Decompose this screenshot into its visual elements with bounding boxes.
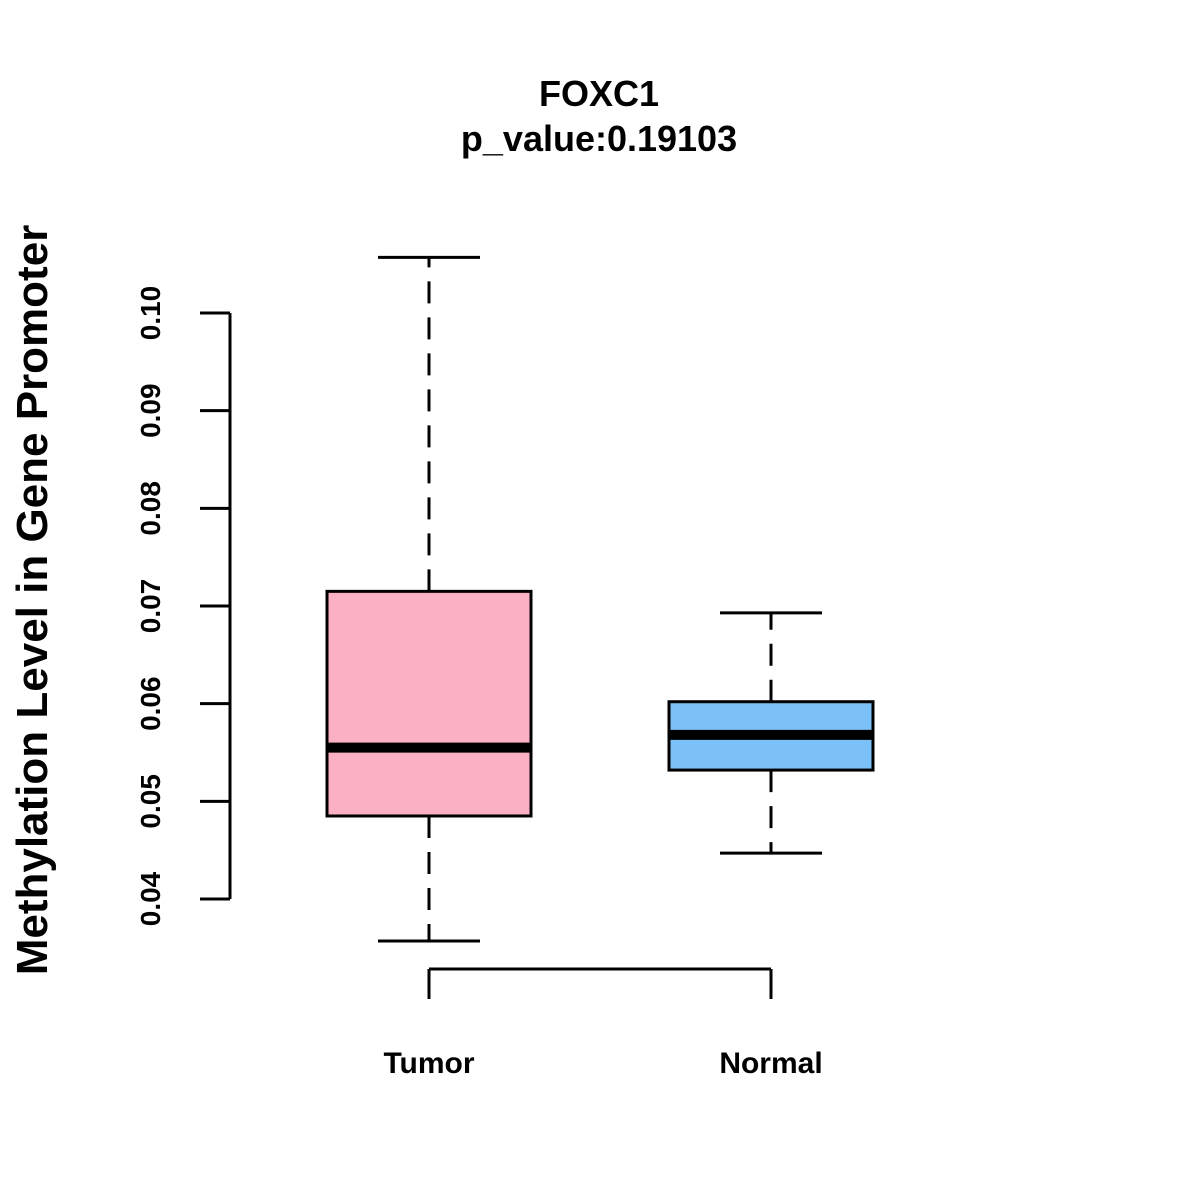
y-tick-label: 0.10 bbox=[135, 286, 166, 341]
y-tick-label: 0.07 bbox=[135, 579, 166, 634]
y-axis: 0.04 0.05 0.06 0.07 0.08 0.09 0.10 bbox=[135, 286, 232, 926]
chart-subtitle: p_value:0.19103 bbox=[461, 118, 737, 159]
y-tick-label: 0.08 bbox=[135, 481, 166, 536]
y-tick-label: 0.06 bbox=[135, 676, 166, 731]
boxes-layer bbox=[325, 255, 875, 943]
y-axis-label: Methylation Level in Gene Promoter bbox=[8, 225, 57, 976]
y-tick-label: 0.09 bbox=[135, 383, 166, 438]
x-axis: Tumor Normal bbox=[383, 967, 823, 1080]
box-group-normal bbox=[667, 611, 875, 855]
y-tick-label: 0.04 bbox=[135, 871, 166, 926]
box-iqr bbox=[325, 589, 533, 818]
x-tick-label: Tumor bbox=[383, 1047, 474, 1080]
box-group-tumor bbox=[325, 255, 533, 943]
y-tick-label: 0.05 bbox=[135, 774, 166, 829]
chart-title: FOXC1 bbox=[539, 73, 659, 114]
x-tick-label: Normal bbox=[719, 1047, 822, 1080]
